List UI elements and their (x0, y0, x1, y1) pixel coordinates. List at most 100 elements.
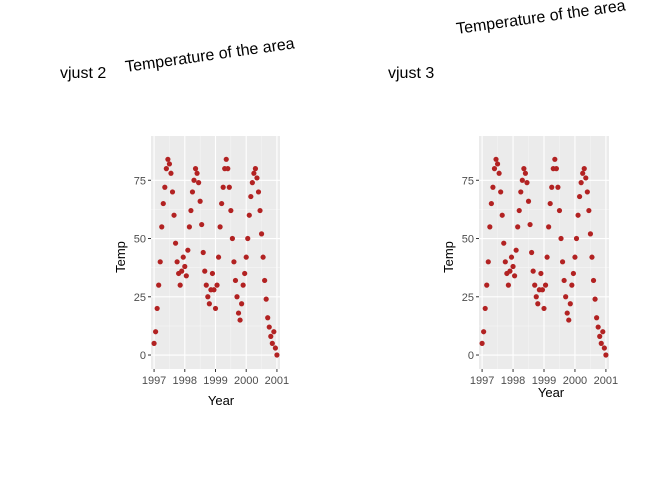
data-point (516, 207, 522, 214)
data-point (260, 254, 266, 260)
data-point (589, 254, 595, 260)
data-point (547, 200, 553, 207)
data-point (518, 189, 524, 195)
data-point (479, 340, 485, 346)
panel-vjust-3: vjust 3 Temperature of the area 0255075 … (388, 0, 627, 400)
data-point (225, 166, 231, 172)
y-tick-label: 25 (134, 292, 146, 304)
data-point (235, 310, 242, 316)
data-point (552, 156, 558, 162)
chart-title: Temperature of the area (455, 0, 627, 38)
data-point (561, 277, 567, 284)
data-point (237, 317, 243, 323)
data-point (490, 184, 496, 190)
data-point (266, 324, 272, 330)
data-point (564, 310, 570, 316)
data-point (255, 189, 262, 195)
data-point (482, 305, 488, 312)
data-point (498, 189, 504, 195)
data-point (220, 184, 226, 190)
data-point (493, 156, 499, 162)
data-point (197, 198, 203, 204)
x-tick-label: 1999 (532, 375, 556, 387)
data-point (581, 166, 587, 172)
data-point (165, 156, 171, 162)
data-point (240, 282, 246, 288)
data-point (248, 193, 254, 200)
data-point (186, 224, 192, 230)
data-point (538, 270, 544, 277)
data-point (249, 180, 255, 186)
data-point (515, 224, 521, 230)
y-tick-label: 0 (140, 350, 146, 362)
data-point (226, 184, 232, 190)
data-point (600, 329, 606, 335)
data-point (211, 287, 217, 293)
data-point (271, 329, 277, 335)
data-point (154, 305, 160, 312)
data-point (188, 207, 194, 214)
data-point (488, 200, 494, 207)
data-point (172, 240, 179, 246)
data-point (496, 170, 502, 176)
data-point (481, 329, 487, 335)
data-point (157, 259, 163, 265)
y-tick-label: 50 (134, 234, 146, 246)
data-point (592, 296, 598, 302)
data-point (549, 184, 555, 190)
data-point (569, 282, 575, 288)
data-point (513, 247, 519, 253)
x-tick-label: 1998 (173, 375, 197, 387)
data-point (206, 301, 212, 307)
data-point (223, 156, 229, 162)
data-point (191, 177, 197, 183)
data-point (590, 277, 597, 284)
data-point (494, 161, 501, 167)
data-point (274, 352, 280, 358)
data-point (598, 340, 604, 346)
data-point (153, 329, 159, 335)
data-point (194, 170, 200, 176)
data-point (595, 324, 601, 330)
data-point (217, 224, 223, 230)
y-axis-label: Temp (441, 241, 456, 273)
data-point (268, 333, 274, 339)
x-axis-ticks: 1997 1998 1999 2000 2001 (470, 369, 618, 387)
data-point (484, 282, 490, 288)
data-point (231, 259, 237, 265)
data-point (189, 189, 196, 195)
y-tick-label: 75 (462, 175, 474, 187)
data-point (505, 282, 512, 288)
data-point (499, 212, 505, 218)
data-point (559, 259, 566, 265)
data-points (151, 156, 280, 358)
data-point (254, 175, 260, 181)
data-point (566, 317, 572, 323)
panel-vjust-2: vjust 2 Temperature of the area 0255075 … (60, 35, 296, 408)
data-point (570, 270, 577, 277)
data-point (239, 301, 245, 307)
y-tick-label: 50 (462, 234, 474, 246)
x-tick-label: 2000 (234, 375, 258, 387)
data-point (535, 301, 541, 307)
data-point (508, 254, 515, 260)
data-point (522, 170, 529, 176)
x-tick-label: 2000 (563, 375, 587, 387)
data-point (243, 254, 249, 260)
data-point (573, 235, 580, 242)
data-point (485, 259, 491, 265)
data-point (252, 166, 259, 172)
data-point (556, 207, 563, 214)
data-point (555, 184, 561, 190)
data-point (163, 166, 169, 172)
data-point (160, 200, 166, 207)
data-point (510, 263, 516, 270)
x-tick-label: 2001 (265, 375, 289, 387)
data-point (199, 221, 205, 228)
data-point (539, 287, 546, 293)
data-point (502, 259, 508, 265)
x-tick-label: 1997 (142, 375, 166, 387)
data-point (525, 198, 532, 204)
data-points (479, 156, 609, 358)
data-point (234, 294, 240, 300)
